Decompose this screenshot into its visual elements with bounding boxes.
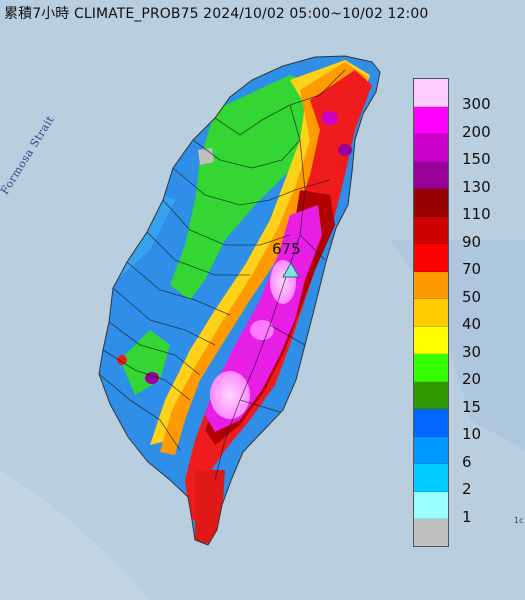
zone-grey bbox=[198, 148, 214, 165]
zone-west-spot-2 bbox=[117, 355, 127, 365]
legend-label: 90 bbox=[462, 232, 482, 251]
legend-swatch bbox=[414, 134, 448, 162]
legend-swatch bbox=[414, 409, 448, 437]
legend-label: 110 bbox=[462, 205, 491, 223]
legend-label: 20 bbox=[462, 370, 482, 388]
zone-pink-middle bbox=[250, 320, 274, 340]
legend-label: 300 bbox=[462, 95, 491, 113]
legend-label: 15 bbox=[462, 397, 482, 416]
legend-label: 40 bbox=[462, 315, 482, 333]
legend-swatch bbox=[414, 491, 448, 519]
legend-label: 10 bbox=[462, 425, 482, 443]
legend-swatch bbox=[414, 436, 448, 464]
legend-label: 6 bbox=[462, 452, 472, 471]
sea-shade-southwest bbox=[0, 470, 150, 600]
legend-swatch bbox=[414, 464, 448, 492]
legend-label: 150 bbox=[462, 150, 491, 168]
legend-swatch bbox=[414, 326, 448, 354]
legend-swatch bbox=[414, 106, 448, 134]
legend-swatch bbox=[414, 271, 448, 299]
legend-label: 2 bbox=[462, 480, 472, 498]
peak-value: 675 bbox=[272, 240, 301, 258]
legend-swatch bbox=[414, 244, 448, 272]
legend-colorbar bbox=[413, 78, 449, 547]
legend-swatch bbox=[414, 189, 448, 217]
legend-swatch bbox=[414, 381, 448, 409]
legend-label: 1 bbox=[462, 507, 472, 526]
zone-green bbox=[170, 75, 330, 300]
rainfall-zones bbox=[99, 60, 372, 545]
legend-label: 130 bbox=[462, 177, 491, 196]
legend-swatch bbox=[414, 354, 448, 382]
legend-swatch bbox=[414, 79, 448, 107]
zone-lilac-south bbox=[210, 371, 250, 419]
sea-shade-east bbox=[390, 240, 525, 450]
legend-label: 50 bbox=[462, 287, 482, 306]
triangle-marker bbox=[282, 261, 300, 278]
legend-swatch bbox=[414, 216, 448, 244]
legend-swatch bbox=[414, 161, 448, 189]
legend-label: 200 bbox=[462, 122, 491, 141]
zone-northeast-spot bbox=[322, 111, 338, 125]
legend-swatch bbox=[414, 299, 448, 327]
map-title: 累積7小時 CLIMATE_PROB75 2024/10/02 05:00~10… bbox=[4, 6, 429, 22]
county-boundaries bbox=[99, 69, 346, 481]
legend-labels: 300 200 150 130 110 90 70 50 40 30 20 15 10 6 2 1 bbox=[462, 96, 491, 536]
legend-swatch bbox=[414, 519, 448, 546]
island-outline bbox=[98, 55, 381, 546]
corner-text: 1c bbox=[514, 516, 524, 525]
legend-label: 30 bbox=[462, 342, 482, 361]
legend-label: 70 bbox=[462, 260, 482, 278]
zone-northeast-spot-2 bbox=[338, 144, 352, 156]
zone-west-spot bbox=[145, 372, 159, 384]
